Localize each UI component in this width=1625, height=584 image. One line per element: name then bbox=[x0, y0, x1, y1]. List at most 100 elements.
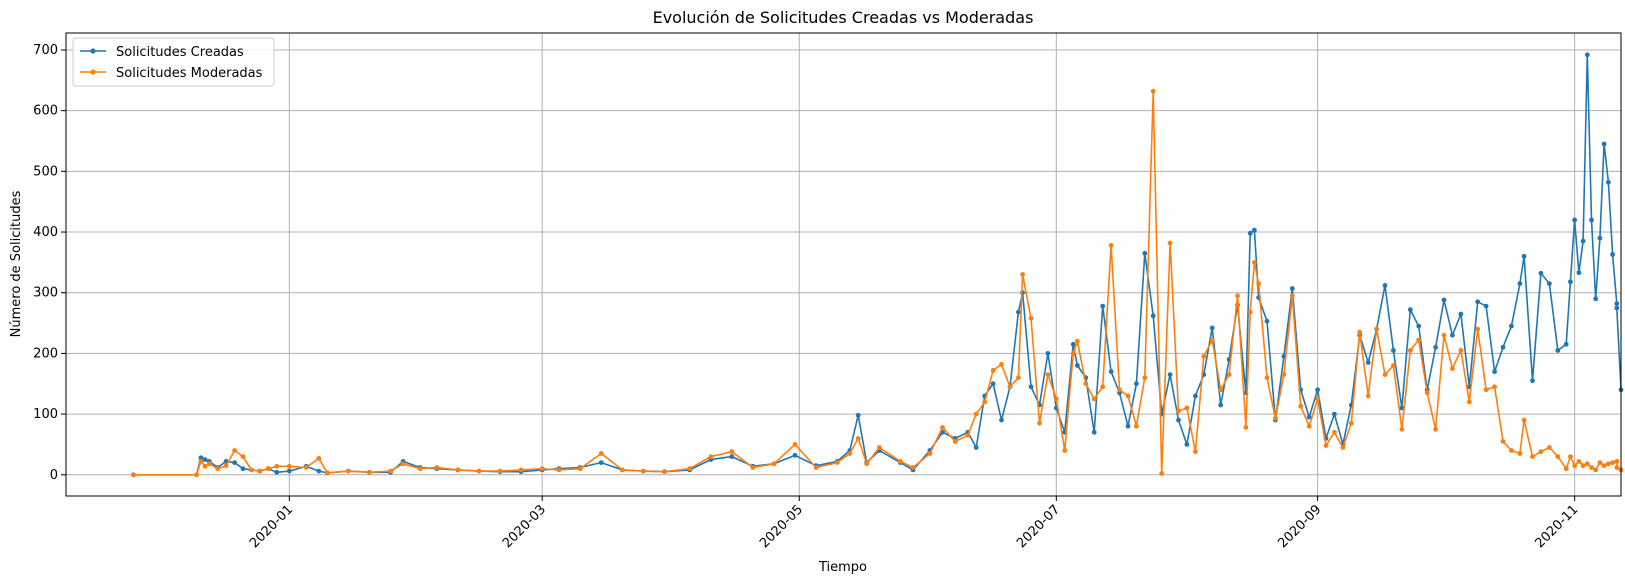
data-point bbox=[240, 466, 246, 472]
data-point bbox=[1281, 372, 1287, 377]
data-point bbox=[1209, 325, 1215, 331]
data-point bbox=[215, 466, 221, 472]
data-point bbox=[598, 451, 604, 456]
data-point bbox=[1584, 461, 1590, 467]
data-point bbox=[1273, 415, 1278, 421]
data-point bbox=[274, 469, 280, 475]
data-point bbox=[1466, 399, 1472, 405]
data-point bbox=[1226, 372, 1232, 377]
data-point bbox=[1416, 323, 1422, 329]
data-point bbox=[1601, 141, 1607, 147]
data-point bbox=[223, 463, 229, 469]
data-point bbox=[1555, 348, 1561, 353]
data-point bbox=[1563, 341, 1569, 347]
data-point bbox=[1075, 338, 1080, 344]
series-line bbox=[133, 53, 1622, 476]
data-point bbox=[1614, 459, 1620, 464]
data-point bbox=[1235, 293, 1240, 299]
data-point bbox=[345, 468, 351, 474]
data-point bbox=[316, 456, 322, 461]
data-point bbox=[1517, 281, 1523, 286]
legend: Solicitudes Creadas Solicitudes Moderadas bbox=[72, 37, 275, 87]
data-point bbox=[232, 460, 238, 465]
data-point bbox=[1593, 467, 1599, 473]
data-point bbox=[1483, 387, 1489, 393]
data-point bbox=[1016, 309, 1021, 315]
data-point bbox=[1580, 238, 1586, 244]
legend-label: Solicitudes Creadas bbox=[116, 45, 244, 60]
data-point bbox=[1037, 420, 1042, 426]
data-point bbox=[619, 467, 625, 473]
data-point bbox=[1509, 448, 1514, 453]
data-point bbox=[1441, 332, 1447, 338]
data-point bbox=[1391, 363, 1396, 368]
data-point bbox=[729, 454, 735, 459]
x-tick-label: 2020-01 bbox=[247, 502, 296, 551]
data-point bbox=[1555, 454, 1561, 459]
data-point bbox=[324, 470, 330, 476]
data-point bbox=[1357, 329, 1363, 335]
data-point bbox=[202, 463, 208, 469]
data-point bbox=[1530, 378, 1535, 384]
data-point bbox=[1475, 299, 1481, 305]
data-point bbox=[1243, 425, 1249, 430]
data-point bbox=[1193, 449, 1198, 455]
data-point bbox=[1547, 445, 1552, 450]
data-point bbox=[1576, 459, 1582, 464]
data-point bbox=[1580, 463, 1586, 469]
data-point bbox=[1517, 451, 1523, 456]
data-point bbox=[1614, 301, 1620, 306]
data-point bbox=[1614, 465, 1620, 470]
x-tick-label: 2020-09 bbox=[1275, 502, 1324, 551]
data-point bbox=[1458, 348, 1464, 353]
data-point bbox=[240, 454, 246, 459]
data-point bbox=[1492, 369, 1497, 374]
data-point bbox=[965, 432, 971, 438]
data-point bbox=[1100, 303, 1106, 309]
data-point bbox=[910, 465, 916, 470]
data-point bbox=[206, 461, 212, 467]
y-tick-label: 500 bbox=[33, 164, 58, 179]
data-point bbox=[1083, 381, 1089, 387]
x-axis-title: Tiempo bbox=[818, 560, 867, 575]
data-point bbox=[1252, 227, 1257, 233]
y-tick-label: 300 bbox=[33, 286, 58, 301]
data-point bbox=[855, 412, 861, 418]
data-point bbox=[1589, 217, 1594, 223]
data-point bbox=[265, 466, 271, 472]
plot-frame bbox=[65, 32, 1622, 497]
data-point bbox=[1315, 387, 1320, 393]
data-point bbox=[1601, 463, 1607, 469]
data-point bbox=[813, 465, 819, 470]
data-point bbox=[1530, 454, 1535, 459]
data-point bbox=[1045, 351, 1051, 356]
data-point bbox=[1306, 414, 1312, 420]
data-point bbox=[750, 465, 756, 470]
data-point bbox=[455, 467, 461, 473]
data-point bbox=[1614, 305, 1620, 311]
data-point bbox=[1597, 235, 1603, 241]
data-point bbox=[1500, 344, 1506, 350]
data-point bbox=[1521, 253, 1527, 259]
data-point bbox=[1028, 384, 1034, 390]
data-point bbox=[1150, 313, 1156, 319]
data-point bbox=[1201, 354, 1207, 359]
data-point bbox=[864, 461, 870, 467]
data-point bbox=[274, 463, 280, 469]
data-point bbox=[1407, 307, 1413, 313]
data-point bbox=[286, 463, 292, 469]
data-point bbox=[687, 466, 693, 472]
data-point bbox=[1365, 360, 1371, 365]
data-point bbox=[855, 436, 861, 441]
data-point bbox=[1568, 279, 1573, 285]
data-point bbox=[1572, 463, 1577, 469]
data-point bbox=[1433, 426, 1438, 432]
data-point bbox=[1020, 272, 1025, 277]
data-point bbox=[1091, 429, 1097, 435]
data-point bbox=[1100, 384, 1106, 390]
data-point bbox=[1159, 471, 1165, 476]
data-point bbox=[303, 465, 309, 470]
x-tick-label: 2020-03 bbox=[500, 502, 549, 551]
data-point bbox=[1589, 465, 1594, 470]
data-point bbox=[982, 399, 988, 405]
